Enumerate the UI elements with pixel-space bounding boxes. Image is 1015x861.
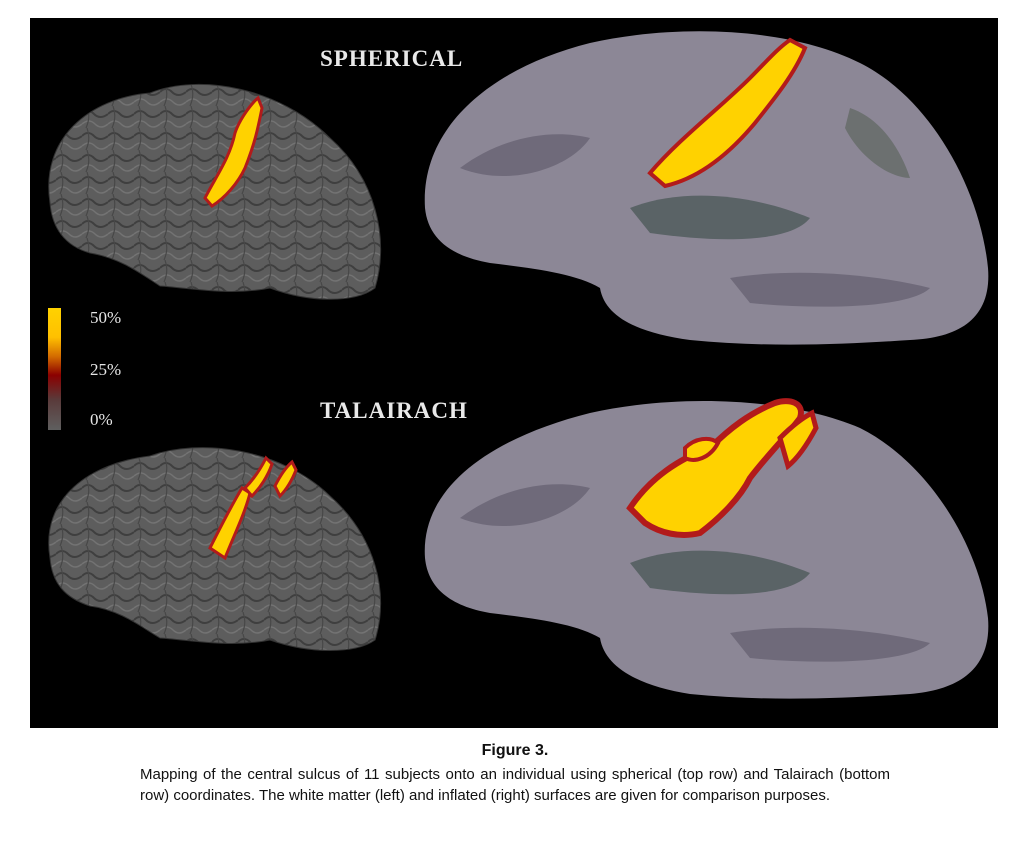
legend-tick-0: 0% (90, 410, 113, 429)
caption-text: Mapping of the central sulcus of 11 subj… (140, 766, 890, 804)
white-matter-surface-bottom (48, 447, 382, 651)
legend-tick-25: 25% (90, 360, 122, 379)
colorbar-legend: 50% 25% 0% (38, 298, 154, 444)
brain-surfaces-image (48, 31, 989, 699)
spherical-label: SPHERICAL (306, 42, 478, 76)
talairach-label: TALAIRACH (306, 394, 482, 428)
white-matter-surface-top (48, 83, 382, 300)
inflated-surface-bottom (424, 398, 989, 699)
legend-tick-50: 50% (90, 308, 122, 327)
colorbar (48, 308, 61, 430)
figure-panel: SPHERICAL TALAIRACH 50% 25% 0% (30, 18, 998, 728)
figure-caption: Figure 3. Mapping of the central sulcus … (140, 742, 890, 806)
inflated-surface-top (424, 31, 989, 345)
caption-title: Figure 3. (481, 742, 549, 759)
